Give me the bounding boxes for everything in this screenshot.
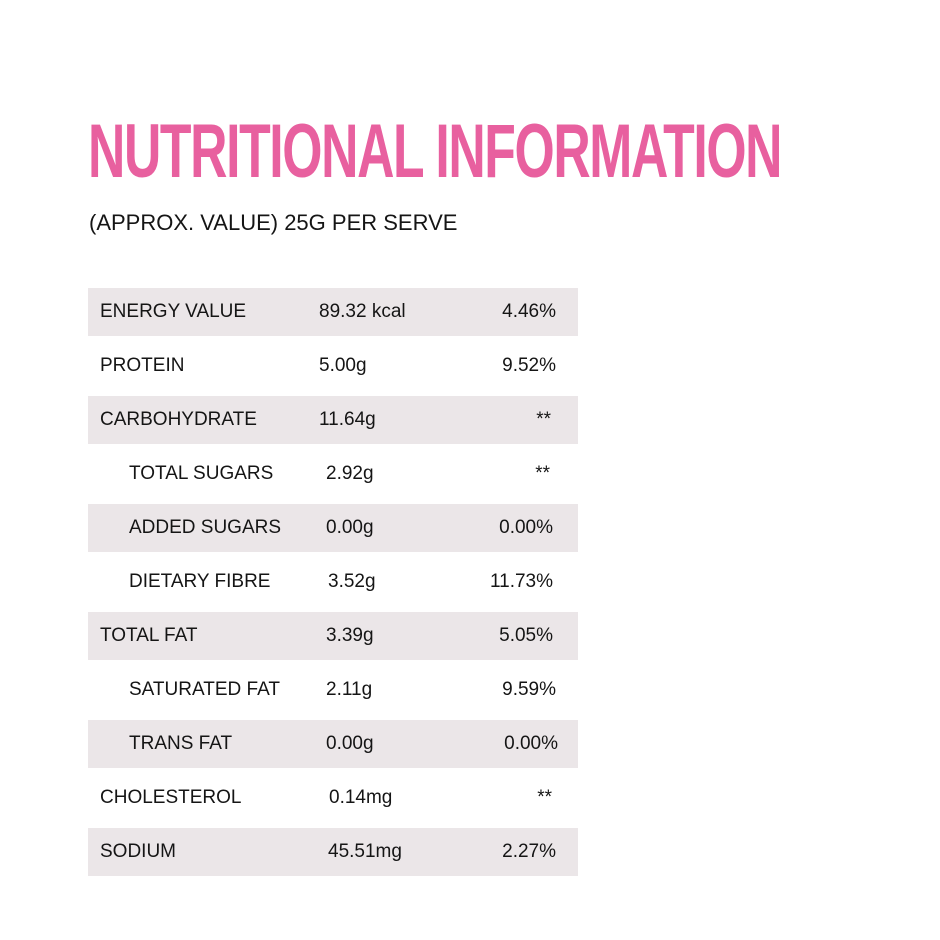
nutrient-name: ADDED SUGARS (129, 517, 282, 538)
nutrient-percent: 9.59% (502, 679, 556, 700)
table-row-carbohydrate: CARBOHYDRATE 11.64g ** (88, 396, 578, 444)
nutrient-name: TOTAL FAT (100, 625, 198, 646)
nutrient-name: TOTAL SUGARS (129, 463, 274, 484)
table-row-sodium: SODIUM 45.51mg 2.27% (88, 828, 578, 876)
table-row-protein: PROTEIN 5.00g 9.52% (88, 342, 578, 390)
nutrient-name: TRANS FAT (129, 733, 233, 754)
nutrient-amount: 0.00g (326, 733, 374, 754)
table-row-total-sugars: TOTAL SUGARS 2.92g ** (88, 450, 578, 498)
nutrient-amount: 3.39g (326, 625, 374, 646)
nutrient-name: DIETARY FIBRE (129, 571, 271, 592)
nutrient-percent: 4.46% (502, 301, 556, 322)
nutrient-percent: 11.73% (489, 571, 553, 592)
nutrient-percent: ** (536, 409, 551, 430)
page-title: NUTRITIONAL INFORMATION (88, 109, 782, 194)
nutrient-name: CHOLESTEROL (100, 787, 242, 808)
nutrient-percent: ** (537, 787, 552, 808)
nutrient-name: PROTEIN (100, 355, 185, 376)
nutrient-amount: 0.14mg (329, 787, 393, 808)
nutrient-name: CARBOHYDRATE (100, 409, 257, 430)
nutrient-amount: 3.52g (328, 571, 376, 592)
nutrient-percent: 2.27% (502, 841, 556, 862)
serving-subtitle: (APPROX. VALUE) 25G PER SERVE (89, 210, 458, 235)
nutrient-amount: 45.51mg (328, 841, 402, 862)
nutrient-amount: 89.32 kcal (319, 301, 406, 322)
table-row-cholesterol: CHOLESTEROL 0.14mg ** (88, 774, 578, 822)
table-row-added-sugars: ADDED SUGARS 0.00g 0.00% (88, 504, 578, 552)
nutrition-table: ENERGY VALUE 89.32 kcal 4.46% PROTEIN 5.… (88, 288, 578, 882)
nutrient-percent: 0.00% (499, 517, 553, 538)
nutrient-amount: 5.00g (319, 355, 367, 376)
nutrient-amount: 11.64g (319, 409, 376, 430)
nutrient-name: SATURATED FAT (129, 679, 280, 700)
nutrient-percent: 5.05% (499, 625, 553, 646)
nutrient-name: SODIUM (100, 841, 176, 862)
nutrient-amount: 0.00g (326, 517, 374, 538)
table-row-saturated-fat: SATURATED FAT 2.11g 9.59% (88, 666, 578, 714)
nutrient-percent: 9.52% (502, 355, 556, 376)
table-row-trans-fat: TRANS FAT 0.00g 0.00% (88, 720, 578, 768)
table-row-total-fat: TOTAL FAT 3.39g 5.05% (88, 612, 578, 660)
nutrient-amount: 2.11g (326, 679, 373, 700)
nutrient-percent: 0.00% (504, 733, 558, 754)
nutrient-name: ENERGY VALUE (100, 301, 247, 322)
table-row-energy-value: ENERGY VALUE 89.32 kcal 4.46% (88, 288, 578, 336)
table-row-dietary-fibre: DIETARY FIBRE 3.52g 11.73% (88, 558, 578, 606)
nutrient-amount: 2.92g (326, 463, 374, 484)
nutrient-percent: ** (535, 463, 550, 484)
